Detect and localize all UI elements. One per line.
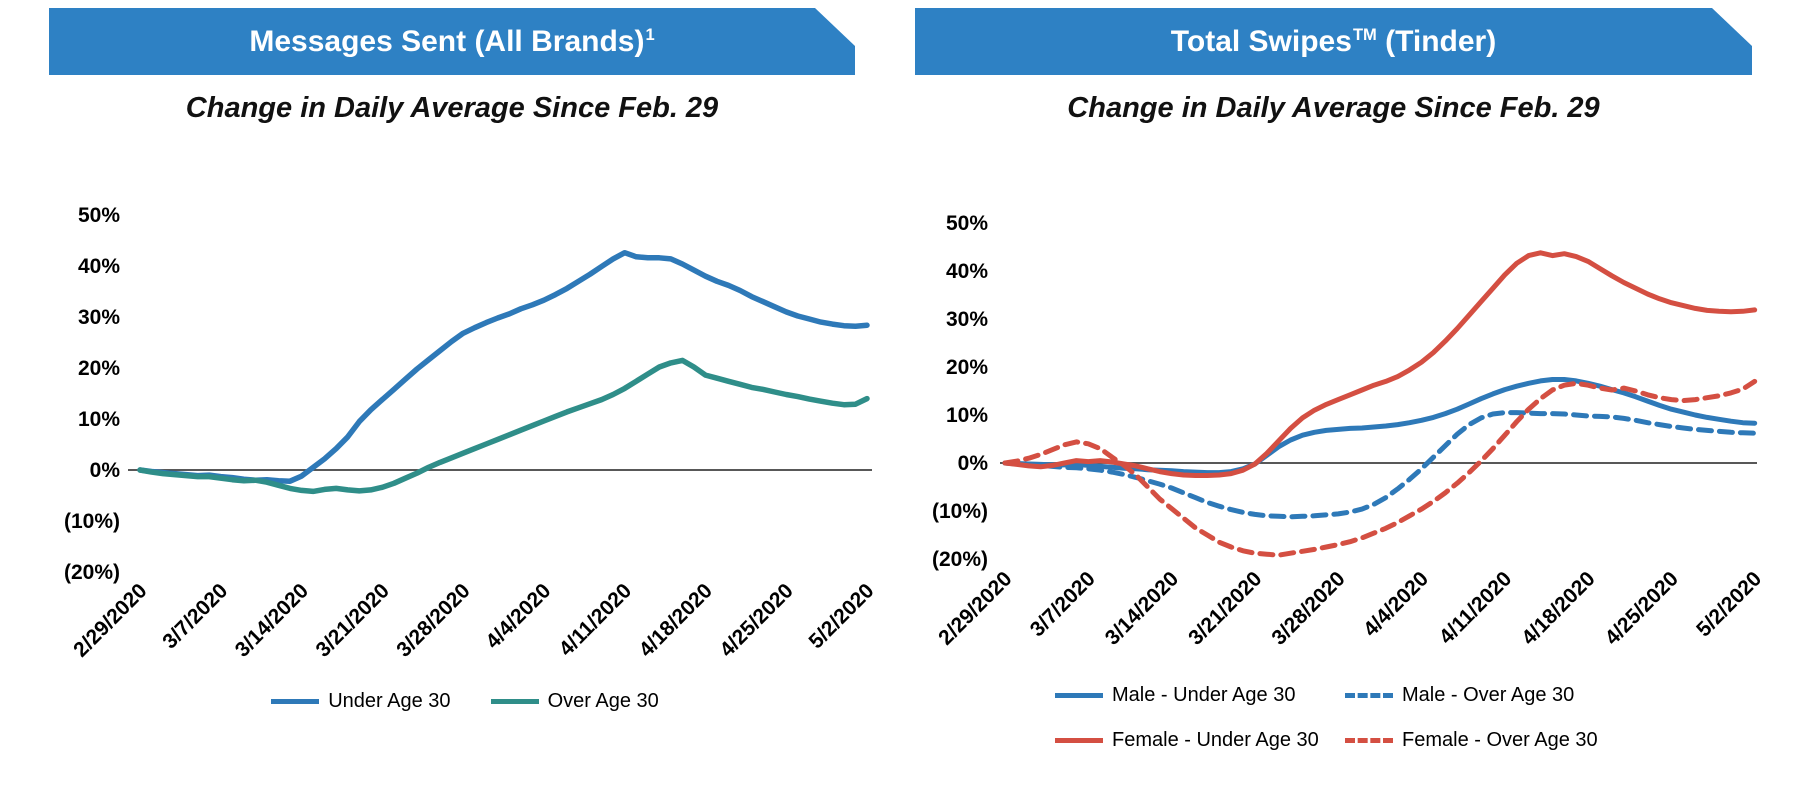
total-swipes-subtitle: Change in Daily Average Since Feb. 29 [1067,92,1600,124]
y-tick-label: 30% [946,308,988,331]
legend-swatch-under-age-30 [271,699,320,704]
legend-label: Male - Under Age 30 [1112,684,1296,706]
legend-item-female-over-age-30: Female - Over Age 30 [1345,729,1598,752]
legend-swatch-female-over-age-30 [1345,738,1393,743]
y-tick-label: 10% [946,404,988,427]
line-female-over-age-30 [1002,378,1758,558]
legend-item-male-under-age-30: Male - Under Age 30 [1055,684,1345,707]
x-tick-label: 5/2/2020 [1692,567,1766,641]
y-tick-label: 10% [78,408,120,431]
line-under-age-30 [137,249,870,484]
legend-item-over-age-30: Over Age 30 [490,690,659,713]
x-tick-label: 2/29/2020 [69,579,151,661]
legend-swatch-over-age-30 [490,699,539,704]
total-swipes-title: Total SwipesTM (Tinder) [1170,24,1497,58]
y-axis-labels: 50% 40% 30% 20% 10% 0% (10%) (20%) [932,212,988,571]
y-tick-label: 20% [78,357,120,380]
y-tick-label: 0% [90,459,121,482]
title-superscript: TM [1352,25,1377,44]
messages-sent-title: Messages Sent (All Brands)1 [249,24,655,58]
line-female-under-age-30 [1002,250,1758,478]
x-tick-label: 4/18/2020 [1517,567,1599,649]
legend-label: Male - Over Age 30 [1402,684,1575,706]
x-tick-label: 5/2/2020 [804,579,878,653]
x-tick-label: 4/25/2020 [1601,567,1683,649]
messages-sent-chart: 50% 40% 30% 20% 10% 0% (10%) (20%)2/29/2020 3/7/… [64,204,879,662]
x-tick-label: 3/7/2020 [158,579,232,653]
messages-sent-legend: Under Age 30 Over Age 30 [40,690,890,713]
total-swipes-chart: 50% 40% 30% 20% 10% 0% (10%) (20%)2/29/2020 3/7/… [932,212,1766,650]
y-tick-label: (20%) [64,561,120,584]
legend-label: Over Age 30 [547,690,659,712]
x-tick-label: 4/4/2020 [481,579,555,653]
y-tick-label: 50% [78,204,120,227]
legend-item-under-age-30: Under Age 30 [271,690,451,713]
y-tick-label: 40% [946,260,988,283]
x-tick-label: 3/21/2020 [1184,567,1266,649]
messages-sent-banner: Messages Sent (All Brands)1 [49,8,855,75]
legend-swatch-male-under-age-30 [1055,693,1103,698]
line-male-over-age-30 [1002,410,1758,520]
title-superscript: 1 [645,25,655,44]
messages-sent-subtitle: Change in Daily Average Since Feb. 29 [185,92,719,124]
x-tick-label: 3/14/2020 [1101,567,1183,649]
x-tick-label: 4/18/2020 [635,579,717,661]
legend-label: Female - Over Age 30 [1402,729,1598,751]
x-tick-label: 4/11/2020 [555,579,637,661]
y-tick-label: 30% [78,306,120,329]
y-axis-labels: 50% 40% 30% 20% 10% 0% (10%) (20%) [64,204,120,584]
y-tick-label: (20%) [932,548,988,571]
legend-label: Female - Under Age 30 [1112,729,1319,751]
legend-swatch-female-under-age-30 [1055,738,1103,743]
x-tick-label: 4/25/2020 [715,579,797,661]
x-tick-label: 3/28/2020 [392,579,474,661]
x-tick-label: 4/4/2020 [1359,567,1433,641]
legend-item-female-under-age-30: Female - Under Age 30 [1055,729,1345,752]
legend-swatch-male-over-age-30 [1345,693,1393,698]
y-tick-label: 0% [958,452,989,475]
x-tick-label: 2/29/2020 [934,567,1016,649]
y-tick-label: 40% [78,255,120,278]
x-tick-label: 3/14/2020 [231,579,313,661]
x-tick-label: 3/21/2020 [312,579,394,661]
y-tick-label: (10%) [932,500,988,523]
y-tick-label: 20% [946,356,988,379]
x-tick-label: 3/28/2020 [1267,567,1349,649]
y-tick-label: 50% [946,212,988,235]
total-swipes-banner: Total SwipesTM (Tinder) [915,8,1752,75]
line-over-age-30 [137,357,870,495]
total-swipes-legend: Male - Under Age 30 Male - Over Age 30 Fem… [1055,684,1598,752]
y-tick-label: (10%) [64,510,120,533]
x-tick-label: 4/11/2020 [1435,567,1517,649]
x-tick-label: 3/7/2020 [1026,567,1100,641]
legend-item-male-over-age-30: Male - Over Age 30 [1345,684,1598,707]
legend-label: Under Age 30 [328,690,451,712]
